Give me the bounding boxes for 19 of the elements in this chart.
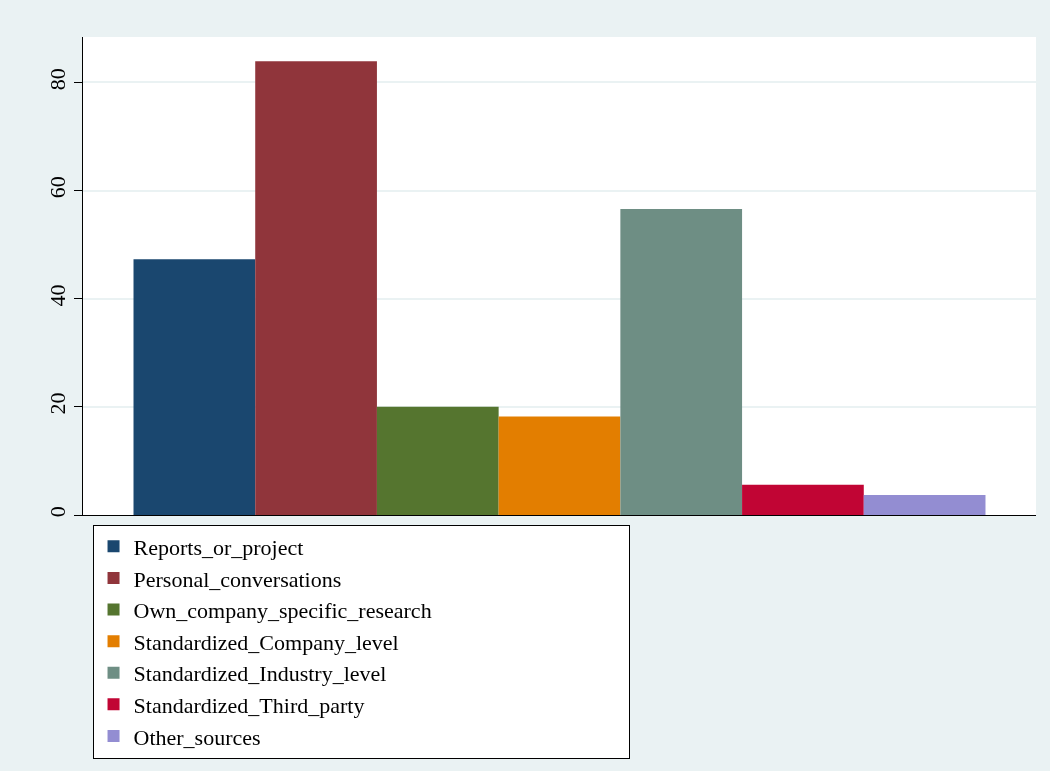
bar xyxy=(133,259,256,515)
bar xyxy=(620,208,743,515)
legend-label: Standardized_Company_level xyxy=(133,629,399,655)
y-tick-label: 40 xyxy=(45,284,71,307)
y-tick-label: 20 xyxy=(45,392,71,415)
legend-label: Personal_conversations xyxy=(133,566,342,592)
y-tick-label: 0 xyxy=(45,506,71,518)
y-tick-label: 60 xyxy=(45,176,71,199)
bar xyxy=(255,61,377,515)
legend-label: Reports_or_project xyxy=(133,534,304,560)
legend-label: Standardized_Third_party xyxy=(133,692,365,718)
bar xyxy=(498,416,621,515)
legend-label: Standardized_Industry_level xyxy=(133,661,387,687)
legend-label: Own_company_specific_research xyxy=(133,598,432,624)
bar xyxy=(863,494,986,515)
y-tick-label: 80 xyxy=(45,68,71,91)
legend-label: Other_sources xyxy=(133,724,261,750)
bar xyxy=(376,406,499,515)
bar xyxy=(742,484,864,515)
